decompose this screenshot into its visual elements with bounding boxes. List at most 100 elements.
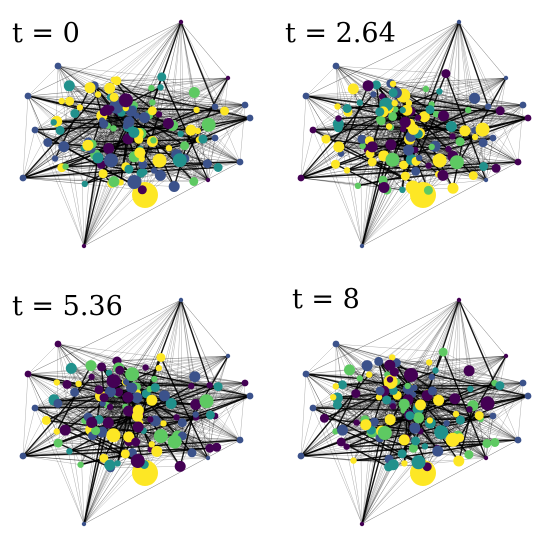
edge <box>335 343 380 398</box>
network-node <box>125 367 140 382</box>
edge <box>347 108 497 169</box>
edge <box>337 106 519 163</box>
edge <box>305 95 363 140</box>
edge <box>305 373 360 380</box>
edge <box>469 355 507 371</box>
edge <box>300 93 374 179</box>
network-node <box>246 392 254 400</box>
edge <box>452 355 507 440</box>
edge <box>61 111 105 168</box>
edge <box>138 139 185 146</box>
edge <box>61 21 182 102</box>
edge <box>66 384 183 423</box>
network-node <box>141 168 148 176</box>
edge <box>194 376 209 459</box>
edge <box>22 94 99 179</box>
edge <box>22 87 161 179</box>
edge <box>190 129 241 163</box>
edge <box>300 129 314 179</box>
edge <box>160 357 251 397</box>
network-node <box>411 166 421 176</box>
edge <box>418 419 461 463</box>
network-node <box>468 171 478 181</box>
network-node <box>411 455 426 470</box>
edge <box>152 92 195 103</box>
edge <box>392 159 459 163</box>
edge <box>305 373 336 432</box>
edge <box>429 362 524 384</box>
network-node <box>438 347 448 357</box>
edge <box>383 150 409 188</box>
edge <box>347 104 524 109</box>
network-node <box>302 92 310 100</box>
edge <box>57 442 111 469</box>
network-node <box>407 123 419 135</box>
edge <box>312 129 363 247</box>
edge <box>34 407 85 525</box>
edge <box>57 343 89 418</box>
edge <box>415 148 449 172</box>
edge <box>144 109 197 196</box>
edge <box>435 114 487 181</box>
edge <box>113 128 135 157</box>
edge <box>408 351 444 390</box>
edge <box>57 65 154 141</box>
edge <box>207 106 216 164</box>
edge <box>57 65 110 89</box>
edge <box>335 164 429 166</box>
edge <box>103 401 207 459</box>
edge <box>22 455 145 465</box>
panel-title: t = 8 <box>292 284 360 315</box>
edge <box>61 21 182 168</box>
edge <box>95 139 199 156</box>
network-node <box>389 403 397 410</box>
edge <box>335 65 342 154</box>
edge <box>482 117 529 131</box>
edge <box>60 130 185 146</box>
network-node <box>418 111 430 123</box>
edge <box>113 79 246 106</box>
edge <box>338 127 385 188</box>
edge <box>136 115 251 119</box>
edge <box>458 355 507 439</box>
network-node <box>384 414 396 426</box>
network-node <box>151 445 163 457</box>
node-layer <box>19 19 254 249</box>
network-node <box>445 432 460 447</box>
edge <box>335 164 497 169</box>
edge <box>359 299 460 379</box>
edge <box>305 77 507 97</box>
edge <box>335 343 471 390</box>
edge <box>433 390 529 397</box>
edge <box>138 412 183 423</box>
network-node <box>455 137 465 147</box>
edge <box>338 146 413 188</box>
edge <box>335 343 444 353</box>
edge <box>194 376 246 384</box>
edge <box>423 21 460 118</box>
edge <box>83 158 142 247</box>
edge <box>361 109 469 247</box>
network-node <box>142 364 149 371</box>
edge <box>346 170 385 188</box>
network-node <box>178 19 184 25</box>
network-node <box>386 376 394 383</box>
edge <box>410 388 458 437</box>
network-node <box>297 452 305 460</box>
edge <box>239 382 246 441</box>
edge <box>22 407 36 457</box>
network-node <box>503 353 509 359</box>
edge <box>132 374 207 402</box>
network-node <box>99 453 109 463</box>
network-node <box>147 106 157 116</box>
network-node <box>188 87 200 98</box>
edge <box>117 357 161 362</box>
edge <box>180 299 241 441</box>
edge <box>109 77 229 89</box>
network-node <box>104 82 116 94</box>
edge <box>83 381 127 525</box>
edge <box>425 88 469 111</box>
edge <box>83 158 142 247</box>
network-node <box>50 119 57 126</box>
edge <box>374 395 398 423</box>
